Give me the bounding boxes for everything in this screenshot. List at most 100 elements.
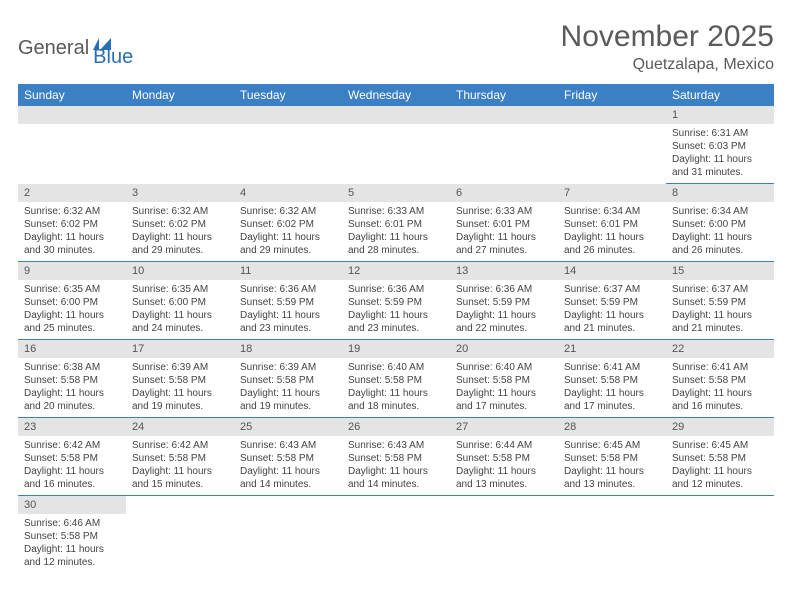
calendar-cell: 23Sunrise: 6:42 AMSunset: 5:58 PMDayligh… [18, 418, 126, 496]
sunset-line: Sunset: 5:58 PM [456, 452, 552, 465]
calendar-cell: 22Sunrise: 6:41 AMSunset: 5:58 PMDayligh… [666, 340, 774, 418]
sunrise-line: Sunrise: 6:45 AM [564, 439, 660, 452]
daynum-bar: 1 [666, 106, 774, 124]
calendar-row: 9Sunrise: 6:35 AMSunset: 6:00 PMDaylight… [18, 262, 774, 340]
calendar-table: Sunday Monday Tuesday Wednesday Thursday… [18, 84, 774, 573]
sunrise-line: Sunrise: 6:46 AM [24, 517, 120, 530]
col-saturday: Saturday [666, 84, 774, 106]
day-content: Sunrise: 6:42 AMSunset: 5:58 PMDaylight:… [126, 436, 234, 495]
sunset-line: Sunset: 5:58 PM [456, 374, 552, 387]
calendar-row: 2Sunrise: 6:32 AMSunset: 6:02 PMDaylight… [18, 184, 774, 262]
calendar-cell: 25Sunrise: 6:43 AMSunset: 5:58 PMDayligh… [234, 418, 342, 496]
daynum-bar: 28 [558, 418, 666, 436]
calendar-cell [342, 106, 450, 184]
sunset-line: Sunset: 6:02 PM [132, 218, 228, 231]
daynum-bar: 22 [666, 340, 774, 358]
col-sunday: Sunday [18, 84, 126, 106]
daynum-bar: 12 [342, 262, 450, 280]
daylight-line: Daylight: 11 hours and 19 minutes. [132, 387, 228, 413]
day-content: Sunrise: 6:36 AMSunset: 5:59 PMDaylight:… [342, 280, 450, 339]
sunset-line: Sunset: 6:01 PM [348, 218, 444, 231]
daynum-bar-empty [450, 106, 558, 124]
daylight-line: Daylight: 11 hours and 21 minutes. [672, 309, 768, 335]
calendar-row: 23Sunrise: 6:42 AMSunset: 5:58 PMDayligh… [18, 418, 774, 496]
sunset-line: Sunset: 5:58 PM [672, 452, 768, 465]
daynum-bar: 9 [18, 262, 126, 280]
daylight-line: Daylight: 11 hours and 18 minutes. [348, 387, 444, 413]
sunrise-line: Sunrise: 6:43 AM [240, 439, 336, 452]
col-thursday: Thursday [450, 84, 558, 106]
daylight-line: Daylight: 11 hours and 12 minutes. [24, 543, 120, 569]
col-friday: Friday [558, 84, 666, 106]
calendar-cell: 16Sunrise: 6:38 AMSunset: 5:58 PMDayligh… [18, 340, 126, 418]
daylight-line: Daylight: 11 hours and 17 minutes. [564, 387, 660, 413]
daylight-line: Daylight: 11 hours and 16 minutes. [24, 465, 120, 491]
calendar-cell [126, 496, 234, 574]
day-content: Sunrise: 6:35 AMSunset: 6:00 PMDaylight:… [126, 280, 234, 339]
col-wednesday: Wednesday [342, 84, 450, 106]
daylight-line: Daylight: 11 hours and 27 minutes. [456, 231, 552, 257]
daynum-bar: 23 [18, 418, 126, 436]
day-content: Sunrise: 6:34 AMSunset: 6:01 PMDaylight:… [558, 202, 666, 261]
sunrise-line: Sunrise: 6:45 AM [672, 439, 768, 452]
sunrise-line: Sunrise: 6:31 AM [672, 127, 768, 140]
calendar-cell: 15Sunrise: 6:37 AMSunset: 5:59 PMDayligh… [666, 262, 774, 340]
sunset-line: Sunset: 5:58 PM [24, 452, 120, 465]
day-content: Sunrise: 6:42 AMSunset: 5:58 PMDaylight:… [18, 436, 126, 495]
sunrise-line: Sunrise: 6:39 AM [132, 361, 228, 374]
header: General Blue November 2025 Quetzalapa, M… [18, 20, 774, 74]
day-content: Sunrise: 6:39 AMSunset: 5:58 PMDaylight:… [126, 358, 234, 417]
sunrise-line: Sunrise: 6:37 AM [564, 283, 660, 296]
daynum-bar: 15 [666, 262, 774, 280]
calendar-cell: 14Sunrise: 6:37 AMSunset: 5:59 PMDayligh… [558, 262, 666, 340]
calendar-cell: 17Sunrise: 6:39 AMSunset: 5:58 PMDayligh… [126, 340, 234, 418]
sunset-line: Sunset: 5:59 PM [672, 296, 768, 309]
daylight-line: Daylight: 11 hours and 17 minutes. [456, 387, 552, 413]
daynum-bar: 19 [342, 340, 450, 358]
calendar-cell: 8Sunrise: 6:34 AMSunset: 6:00 PMDaylight… [666, 184, 774, 262]
calendar-cell: 1Sunrise: 6:31 AMSunset: 6:03 PMDaylight… [666, 106, 774, 184]
calendar-cell: 19Sunrise: 6:40 AMSunset: 5:58 PMDayligh… [342, 340, 450, 418]
calendar-cell: 6Sunrise: 6:33 AMSunset: 6:01 PMDaylight… [450, 184, 558, 262]
sunset-line: Sunset: 6:02 PM [24, 218, 120, 231]
day-content: Sunrise: 6:43 AMSunset: 5:58 PMDaylight:… [342, 436, 450, 495]
daynum-bar-empty [558, 106, 666, 124]
daynum-bar-empty [18, 106, 126, 124]
daynum-bar: 20 [450, 340, 558, 358]
sunset-line: Sunset: 6:00 PM [672, 218, 768, 231]
daynum-bar: 11 [234, 262, 342, 280]
calendar-cell: 3Sunrise: 6:32 AMSunset: 6:02 PMDaylight… [126, 184, 234, 262]
sunset-line: Sunset: 5:58 PM [348, 374, 444, 387]
sunset-line: Sunset: 5:58 PM [672, 374, 768, 387]
daynum-bar: 18 [234, 340, 342, 358]
daynum-bar: 29 [666, 418, 774, 436]
sunset-line: Sunset: 5:58 PM [132, 374, 228, 387]
calendar-cell: 4Sunrise: 6:32 AMSunset: 6:02 PMDaylight… [234, 184, 342, 262]
sunset-line: Sunset: 6:01 PM [564, 218, 660, 231]
sunset-line: Sunset: 5:58 PM [24, 374, 120, 387]
daynum-bar: 25 [234, 418, 342, 436]
daynum-bar: 10 [126, 262, 234, 280]
day-content: Sunrise: 6:37 AMSunset: 5:59 PMDaylight:… [558, 280, 666, 339]
daylight-line: Daylight: 11 hours and 26 minutes. [672, 231, 768, 257]
calendar-cell [450, 106, 558, 184]
daylight-line: Daylight: 11 hours and 21 minutes. [564, 309, 660, 335]
calendar-cell: 24Sunrise: 6:42 AMSunset: 5:58 PMDayligh… [126, 418, 234, 496]
daylight-line: Daylight: 11 hours and 31 minutes. [672, 153, 768, 179]
day-content: Sunrise: 6:32 AMSunset: 6:02 PMDaylight:… [18, 202, 126, 261]
daynum-bar: 17 [126, 340, 234, 358]
day-content: Sunrise: 6:46 AMSunset: 5:58 PMDaylight:… [18, 514, 126, 573]
sunrise-line: Sunrise: 6:38 AM [24, 361, 120, 374]
sunrise-line: Sunrise: 6:35 AM [132, 283, 228, 296]
daylight-line: Daylight: 11 hours and 14 minutes. [348, 465, 444, 491]
logo-text-blue: Blue [93, 46, 133, 69]
daylight-line: Daylight: 11 hours and 16 minutes. [672, 387, 768, 413]
sunrise-line: Sunrise: 6:43 AM [348, 439, 444, 452]
sunset-line: Sunset: 5:59 PM [456, 296, 552, 309]
day-content: Sunrise: 6:40 AMSunset: 5:58 PMDaylight:… [342, 358, 450, 417]
daylight-line: Daylight: 11 hours and 20 minutes. [24, 387, 120, 413]
sunrise-line: Sunrise: 6:36 AM [456, 283, 552, 296]
sunset-line: Sunset: 5:59 PM [564, 296, 660, 309]
calendar-cell: 20Sunrise: 6:40 AMSunset: 5:58 PMDayligh… [450, 340, 558, 418]
daylight-line: Daylight: 11 hours and 13 minutes. [456, 465, 552, 491]
